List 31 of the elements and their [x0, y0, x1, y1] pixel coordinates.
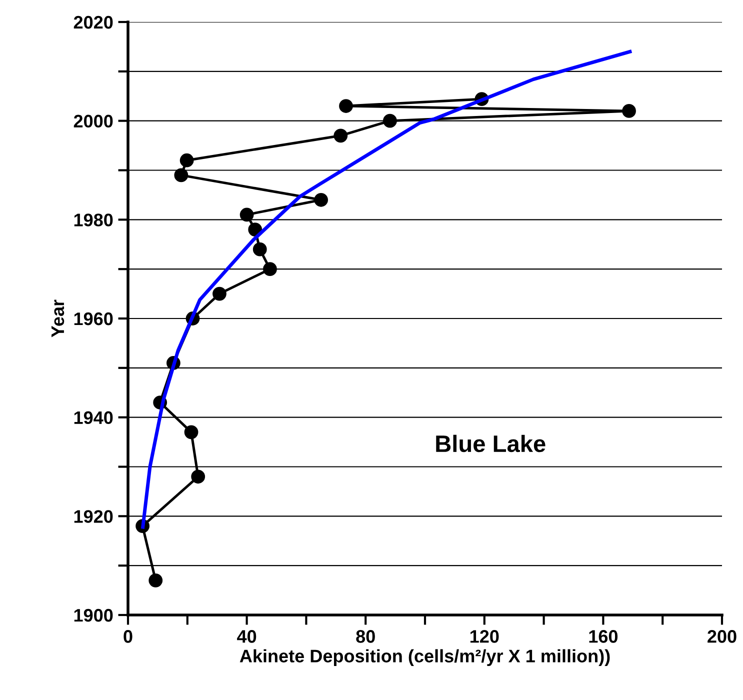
point	[212, 286, 226, 301]
x-tick-label: 80	[356, 630, 375, 643]
point	[263, 262, 277, 276]
point	[191, 470, 206, 484]
y-tick-label: 2020	[74, 16, 113, 29]
annotation: Blue Lake	[436, 434, 546, 452]
point	[314, 192, 328, 207]
point	[248, 222, 262, 236]
point	[148, 573, 163, 588]
y-tick-label: 1900	[74, 608, 113, 622]
point	[252, 242, 267, 256]
point	[240, 208, 254, 222]
point	[383, 114, 397, 128]
y-tick-label: 1920	[74, 510, 113, 523]
point	[339, 99, 353, 113]
x-tick-label: 40	[237, 630, 256, 643]
y-tick-label: 1960	[74, 312, 113, 326]
point	[180, 153, 194, 168]
x-tick-label: 120	[470, 630, 499, 643]
point	[174, 168, 188, 182]
y-tick-label: 2000	[74, 114, 113, 128]
point	[184, 425, 198, 440]
x-tick-label: 0	[124, 630, 132, 643]
x-axis-title: Akinete Deposition (cells/m²/yr X 1 million))	[240, 649, 610, 666]
x-tick-label: 160	[589, 630, 618, 643]
y-axis-title: Year	[52, 300, 64, 338]
point	[334, 128, 348, 143]
y-tick-label: 1940	[74, 411, 113, 424]
y-tick-label: 1980	[74, 214, 113, 226]
x-tick-label: 200	[708, 630, 736, 643]
point	[622, 104, 636, 118]
